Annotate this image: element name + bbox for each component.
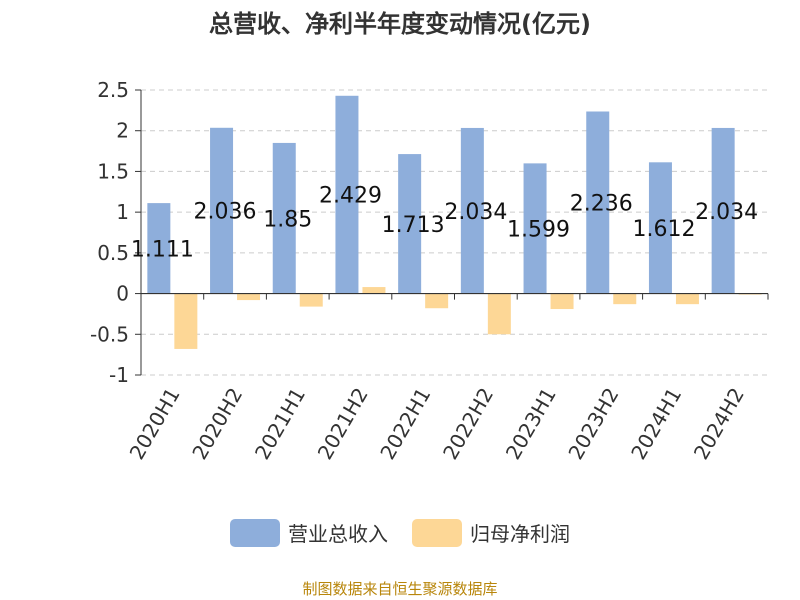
net-profit-bar [362,287,386,294]
net-profit-bar [675,293,699,305]
y-tick-label: 1 [116,200,129,224]
source-note: 制图数据来自恒生聚源数据库 [302,580,498,598]
legend-swatch-net-profit [412,518,462,547]
y-tick-label: 0 [116,282,129,306]
revenue-data-label: 2.036 [194,200,257,225]
x-tick-label: 2021H1 [250,384,310,464]
revenue-data-label: 1.111 [131,237,194,262]
revenue-data-label: 2.429 [319,184,382,209]
y-tick-label: 2.5 [97,78,129,102]
y-tick-label: 2 [116,119,129,143]
chart-title: 总营收、净利半年度变动情况(亿元) [209,10,591,38]
revenue-bar [147,203,171,294]
x-tick-label: 2022H1 [375,384,435,464]
legend-label-net-profit: 归母净利润 [470,522,570,546]
legend-item-revenue[interactable]: 营业总收入 [230,518,388,547]
revenue-bar [210,127,234,294]
revenue-data-label: 1.599 [507,217,570,242]
legend-swatch-revenue [230,518,280,547]
x-tick-label: 2023H2 [563,384,623,464]
x-tick-label: 2024H2 [689,384,749,464]
revenue-data-label: 1.85 [263,207,312,232]
net-profit-bar [174,293,198,349]
revenue-bar [398,154,422,294]
legend: 营业总收入 归母净利润 [0,518,800,547]
revenue-bar [648,162,672,294]
revenue-bar [460,127,484,294]
net-profit-bar [487,293,511,335]
legend-label-revenue: 营业总收入 [288,522,388,546]
bars [147,95,762,349]
revenue-bar [335,95,359,294]
revenue-bar [711,127,735,294]
net-profit-bar [237,293,261,301]
revenue-data-label: 2.034 [444,200,507,225]
x-tick-label: 2020H2 [187,384,247,464]
revenue-data-label: 2.236 [570,192,633,217]
net-profit-bar [425,293,449,309]
x-tick-label: 2020H1 [125,384,185,464]
y-tick-label: -0.5 [90,322,129,346]
revenue-data-label: 1.612 [632,217,695,242]
y-tick-label: 0.5 [97,241,129,265]
revenue-data-label: 1.713 [382,213,445,238]
y-tick-label: -1 [109,363,129,387]
x-tick-label: 2021H2 [313,384,373,464]
x-tick-label: 2022H2 [438,383,498,463]
net-profit-bar [299,293,323,307]
x-tick-label: 2023H1 [501,384,561,464]
revenue-data-label: 2.034 [695,200,758,225]
y-tick-label: 1.5 [97,159,129,183]
net-profit-bar [550,293,574,310]
x-tick-label: 2024H1 [626,384,686,464]
net-profit-bar [613,293,637,305]
revenue-bar [523,163,547,294]
legend-item-net-profit[interactable]: 归母净利润 [412,518,570,547]
revenue-bar [272,142,296,294]
revenue-bar [586,111,610,294]
